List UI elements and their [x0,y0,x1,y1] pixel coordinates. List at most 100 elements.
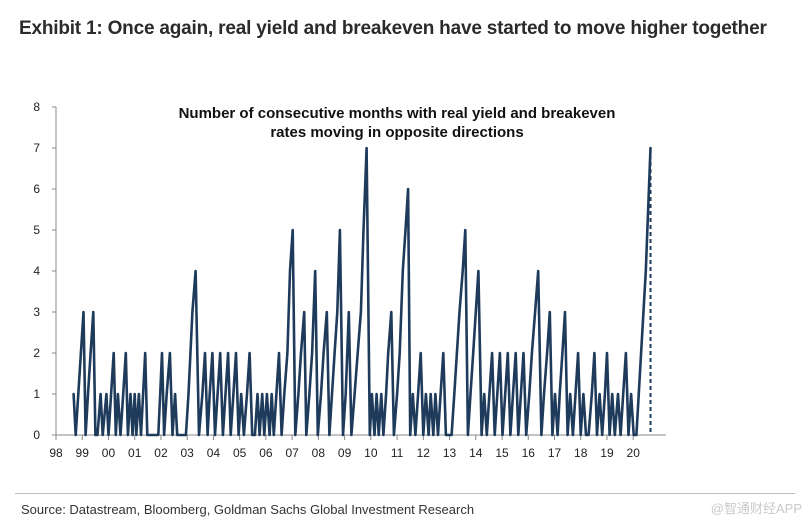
data-point [574,393,577,395]
data-point [622,393,624,395]
data-point [499,352,501,354]
data-point [369,434,371,436]
data-point [326,311,328,313]
x-tick-label: 16 [522,446,536,460]
data-point [635,434,638,436]
data-point [604,393,606,395]
data-point [546,352,548,354]
x-tick-label: 14 [469,446,483,460]
data-point [414,434,416,436]
data-point [297,393,299,395]
data-point [376,393,378,395]
data-point [515,352,517,354]
data-point [198,434,200,436]
data-point [464,229,466,231]
data-point [314,270,316,272]
data-point [251,434,253,436]
data-point [531,352,533,354]
data-point [161,352,163,354]
data-point [209,393,211,395]
x-tick-label: 09 [338,446,352,460]
y-tick-label: 7 [33,141,40,155]
chart-title-line-2: rates moving in opposite directions [270,124,523,141]
x-tick-label: 18 [574,446,588,460]
data-point [599,393,601,395]
data-point [483,393,485,395]
data-point [152,434,154,436]
data-point [404,229,407,231]
x-tick-label: 02 [154,446,168,460]
data-point [467,434,469,436]
data-point [317,434,319,436]
data-point [409,434,411,436]
data-point [456,352,458,354]
data-point [224,393,227,395]
data-point [249,352,251,354]
data-point [201,393,203,395]
y-tick-label: 4 [33,264,40,278]
data-point [331,393,333,395]
y-tick-label: 3 [33,305,40,319]
data-point [501,434,504,436]
data-point [430,393,432,395]
data-point [582,393,585,395]
data-point [422,434,424,436]
data-point [176,434,178,436]
data-point [354,393,356,395]
data-point [246,393,248,395]
x-tick-label: 12 [417,446,431,460]
data-point [580,434,582,436]
data-point [305,434,307,436]
data-point [373,434,376,436]
data-point [127,434,129,436]
data-point [219,352,221,354]
data-point [159,393,161,395]
x-tick-label: 07 [285,446,299,460]
data-point [300,352,302,354]
data-point [102,434,104,436]
data-point [132,434,134,436]
data-point [520,393,522,395]
y-ticks: 0 1 2 3 4 5 6 7 8 [33,100,56,442]
data-point [342,434,344,436]
x-tick-label: 13 [443,446,457,460]
data-point [525,434,527,436]
data-point [125,352,127,354]
data-point [117,393,119,395]
data-point [211,352,213,354]
data-point [440,393,442,395]
data-point [551,434,554,436]
x-tick-label: 17 [548,446,562,460]
data-point [371,393,373,395]
data-point [472,352,474,354]
watermark: @智通财经APP [710,501,802,516]
data-point [119,434,122,436]
data-point [611,393,613,395]
data-point [475,311,477,313]
data-point [507,352,509,354]
data-point [92,311,94,313]
data-point [138,393,140,395]
x-ticks: 98 99 00 01 02 03 04 05 06 07 08 09 10 11 12 13 14 15 16 17… [49,435,640,460]
data-point [73,393,75,395]
data-point [585,434,587,436]
data-point [135,434,137,436]
data-point [142,393,144,395]
data-point [522,352,525,354]
data-point [334,352,336,354]
data-point [627,434,630,436]
data-point [345,393,347,395]
data-point [134,393,136,395]
data-point [494,434,496,436]
data-point [645,270,647,272]
data-point [633,434,635,436]
data-point [620,434,622,436]
data-point [113,352,115,354]
data-point [617,393,619,395]
data-point [462,270,464,272]
data-point [577,352,579,354]
data-point [549,311,551,313]
data-point [432,434,434,436]
data-point [292,229,294,231]
data-point [90,352,92,354]
